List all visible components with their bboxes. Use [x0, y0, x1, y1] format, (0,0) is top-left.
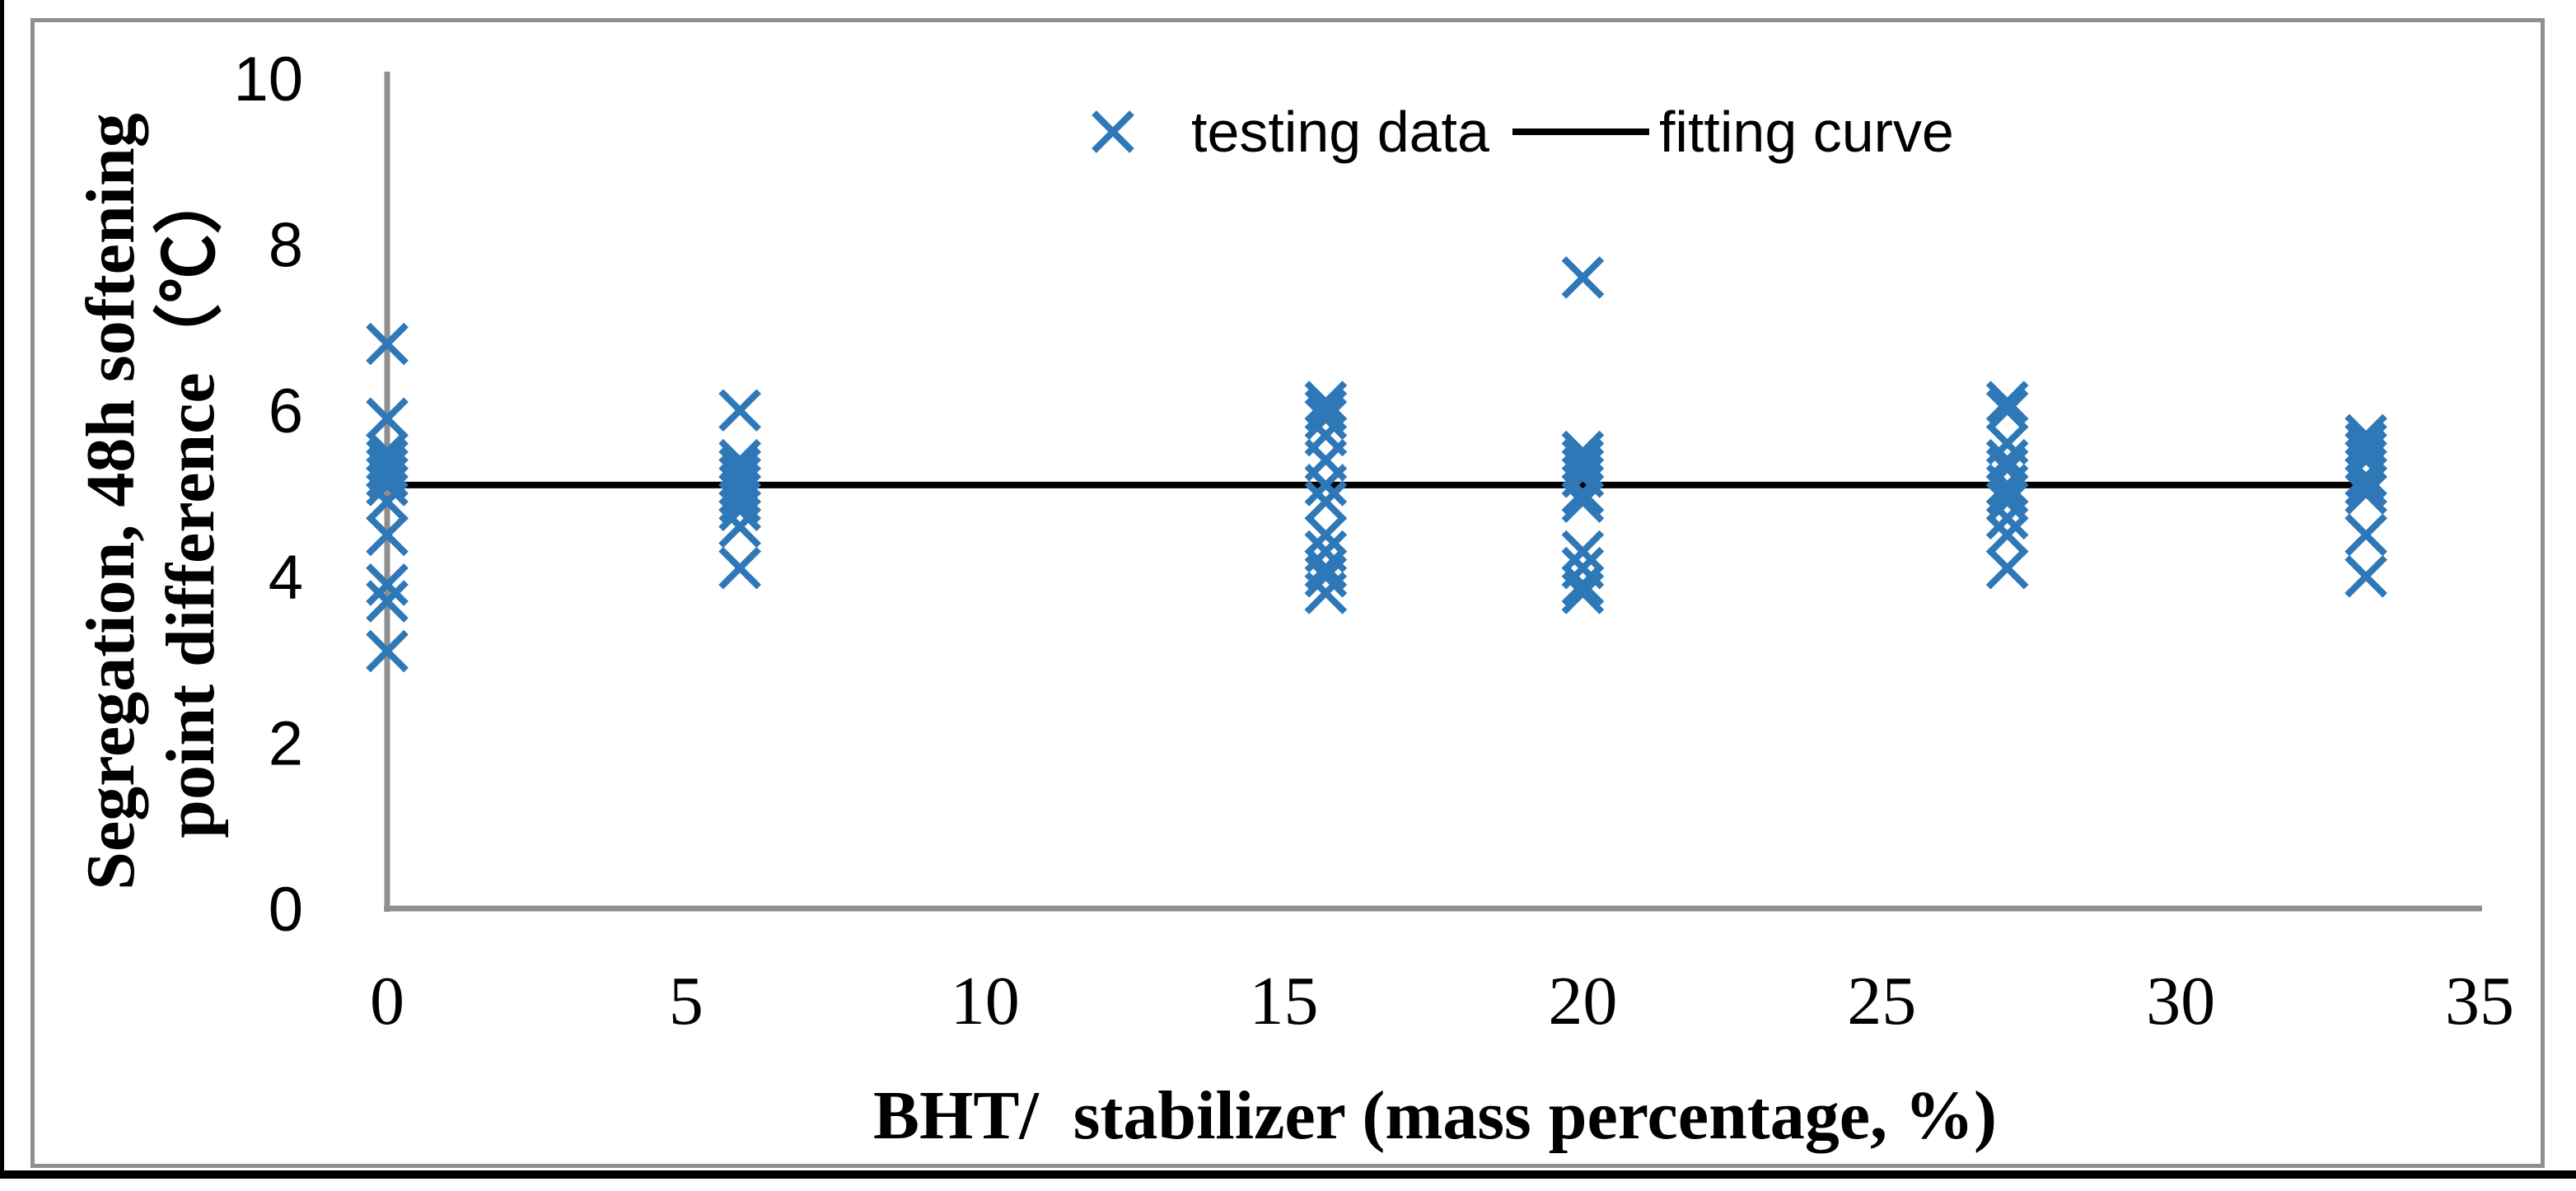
x-tick-label-10: 10	[951, 963, 1020, 1039]
page-edge-rule-left	[0, 0, 4, 1176]
y-tick-label-10: 10	[233, 44, 303, 114]
legend-label-testing-data: testing data	[1191, 100, 1489, 164]
data-point-marker	[366, 322, 409, 366]
data-point-marker	[1985, 381, 2029, 423]
x-tick-label-30: 30	[2146, 963, 2215, 1039]
data-point-marker	[366, 580, 409, 623]
data-point-marker	[366, 464, 409, 507]
data-point-marker	[2345, 513, 2387, 557]
data-point-marker	[1561, 530, 1605, 573]
data-point-marker	[1304, 397, 1348, 441]
data-point-marker	[1985, 389, 2029, 432]
y-tick-label-2: 2	[269, 708, 303, 778]
data-point-marker	[1561, 438, 1605, 482]
data-point-marker	[718, 488, 761, 531]
x-tick-label-20: 20	[1548, 963, 1617, 1039]
data-point-marker	[366, 563, 409, 606]
data-point-marker	[1985, 464, 2029, 507]
data-point-marker	[1304, 554, 1348, 598]
y-axis-title-line1: Segregation, 48h softening	[72, 113, 149, 890]
x-tick-label-35: 35	[2445, 963, 2514, 1039]
x-tick-label-0: 0	[370, 963, 404, 1039]
data-point-marker	[718, 505, 761, 549]
legend: testing data fitting curve	[1089, 97, 1954, 166]
testing-data-marker-icon	[1092, 110, 1134, 153]
data-point-marker	[1561, 572, 1605, 614]
x-tick-label-5: 5	[669, 963, 704, 1039]
data-point-marker	[718, 389, 761, 432]
data-point-marker	[2345, 464, 2387, 507]
data-point-marker	[1985, 497, 2029, 540]
y-axis-title-line2: point difference（℃）	[152, 165, 229, 838]
data-point-marker	[1304, 513, 1348, 557]
data-point-marker	[718, 546, 761, 590]
data-point-marker	[1985, 546, 2029, 590]
fitting-curve-line-icon	[1512, 128, 1649, 135]
y-tick-label-0: 0	[269, 875, 303, 945]
data-point-marker	[1561, 256, 1605, 299]
data-point-marker	[366, 446, 409, 490]
legend-label-fitting-curve: fitting curve	[1658, 100, 1954, 164]
data-point-marker	[1561, 563, 1605, 606]
page-edge-rule-bottom	[0, 1170, 2576, 1179]
data-point-marker	[366, 629, 409, 673]
data-point-marker	[2345, 455, 2387, 498]
data-point-marker	[366, 513, 409, 557]
data-point-marker	[2345, 472, 2387, 515]
y-tick-label-4: 4	[269, 543, 303, 613]
data-point-marker	[366, 480, 409, 523]
y-tick-label-6: 6	[269, 376, 303, 446]
data-point-marker	[1304, 572, 1348, 614]
x-tick-label-15: 15	[1250, 963, 1319, 1039]
chart-frame	[30, 18, 2545, 1168]
data-point-marker	[1561, 480, 1605, 523]
x-tick-label-25: 25	[1847, 963, 1916, 1039]
data-point-marker	[1304, 480, 1348, 523]
data-point-marker	[1304, 464, 1348, 507]
data-point-marker	[1304, 381, 1348, 423]
data-point-marker	[1985, 513, 2029, 557]
data-point-marker	[366, 397, 409, 441]
y-tick-label-8: 8	[269, 211, 303, 281]
data-point-marker	[718, 472, 761, 515]
data-point-marker	[2345, 422, 2387, 465]
x-axis-title: BHT/ stabilizer (mass percentage, %)	[872, 1077, 1998, 1154]
data-point-marker	[2345, 554, 2387, 598]
y-axis-title: Segregation, 48h softening point differe…	[71, 58, 231, 946]
data-point-marker	[1985, 480, 2029, 523]
data-point-marker	[1561, 472, 1605, 515]
